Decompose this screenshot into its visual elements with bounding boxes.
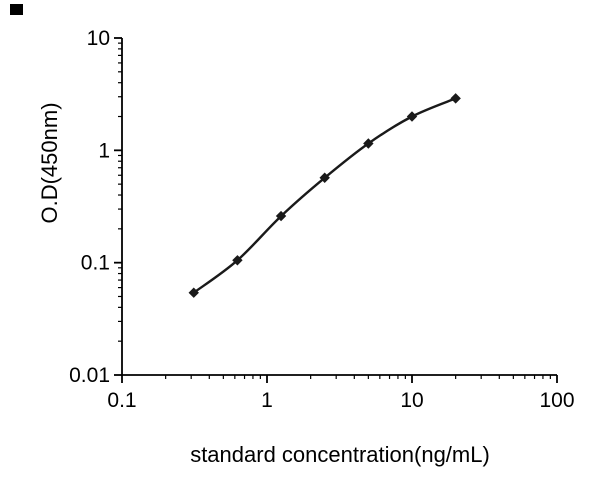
data-point-marker xyxy=(188,287,199,298)
data-point-marker xyxy=(275,210,287,222)
x-tick-label: 0.1 xyxy=(107,389,136,412)
data-point-marker xyxy=(450,93,461,104)
x-tick-label: 1 xyxy=(261,389,273,412)
data-point-marker xyxy=(406,111,418,122)
y-tick-label: 10 xyxy=(87,27,110,50)
data-point-marker xyxy=(232,255,243,266)
y-tick-label: 1 xyxy=(98,139,110,162)
x-tick-label: 100 xyxy=(539,389,574,412)
x-tick-label: 10 xyxy=(400,389,423,412)
corner-artifact-mark xyxy=(10,4,23,15)
standard-curve-line xyxy=(192,97,457,294)
y-axis-title: O.D(450nm) xyxy=(37,102,62,223)
data-point-marker xyxy=(319,172,330,183)
x-axis-title: standard concentration(ng/mL) xyxy=(190,442,490,467)
y-tick-label: 0.1 xyxy=(81,252,110,275)
data-point-marker xyxy=(363,138,374,149)
y-tick-label: 0.01 xyxy=(69,364,110,387)
